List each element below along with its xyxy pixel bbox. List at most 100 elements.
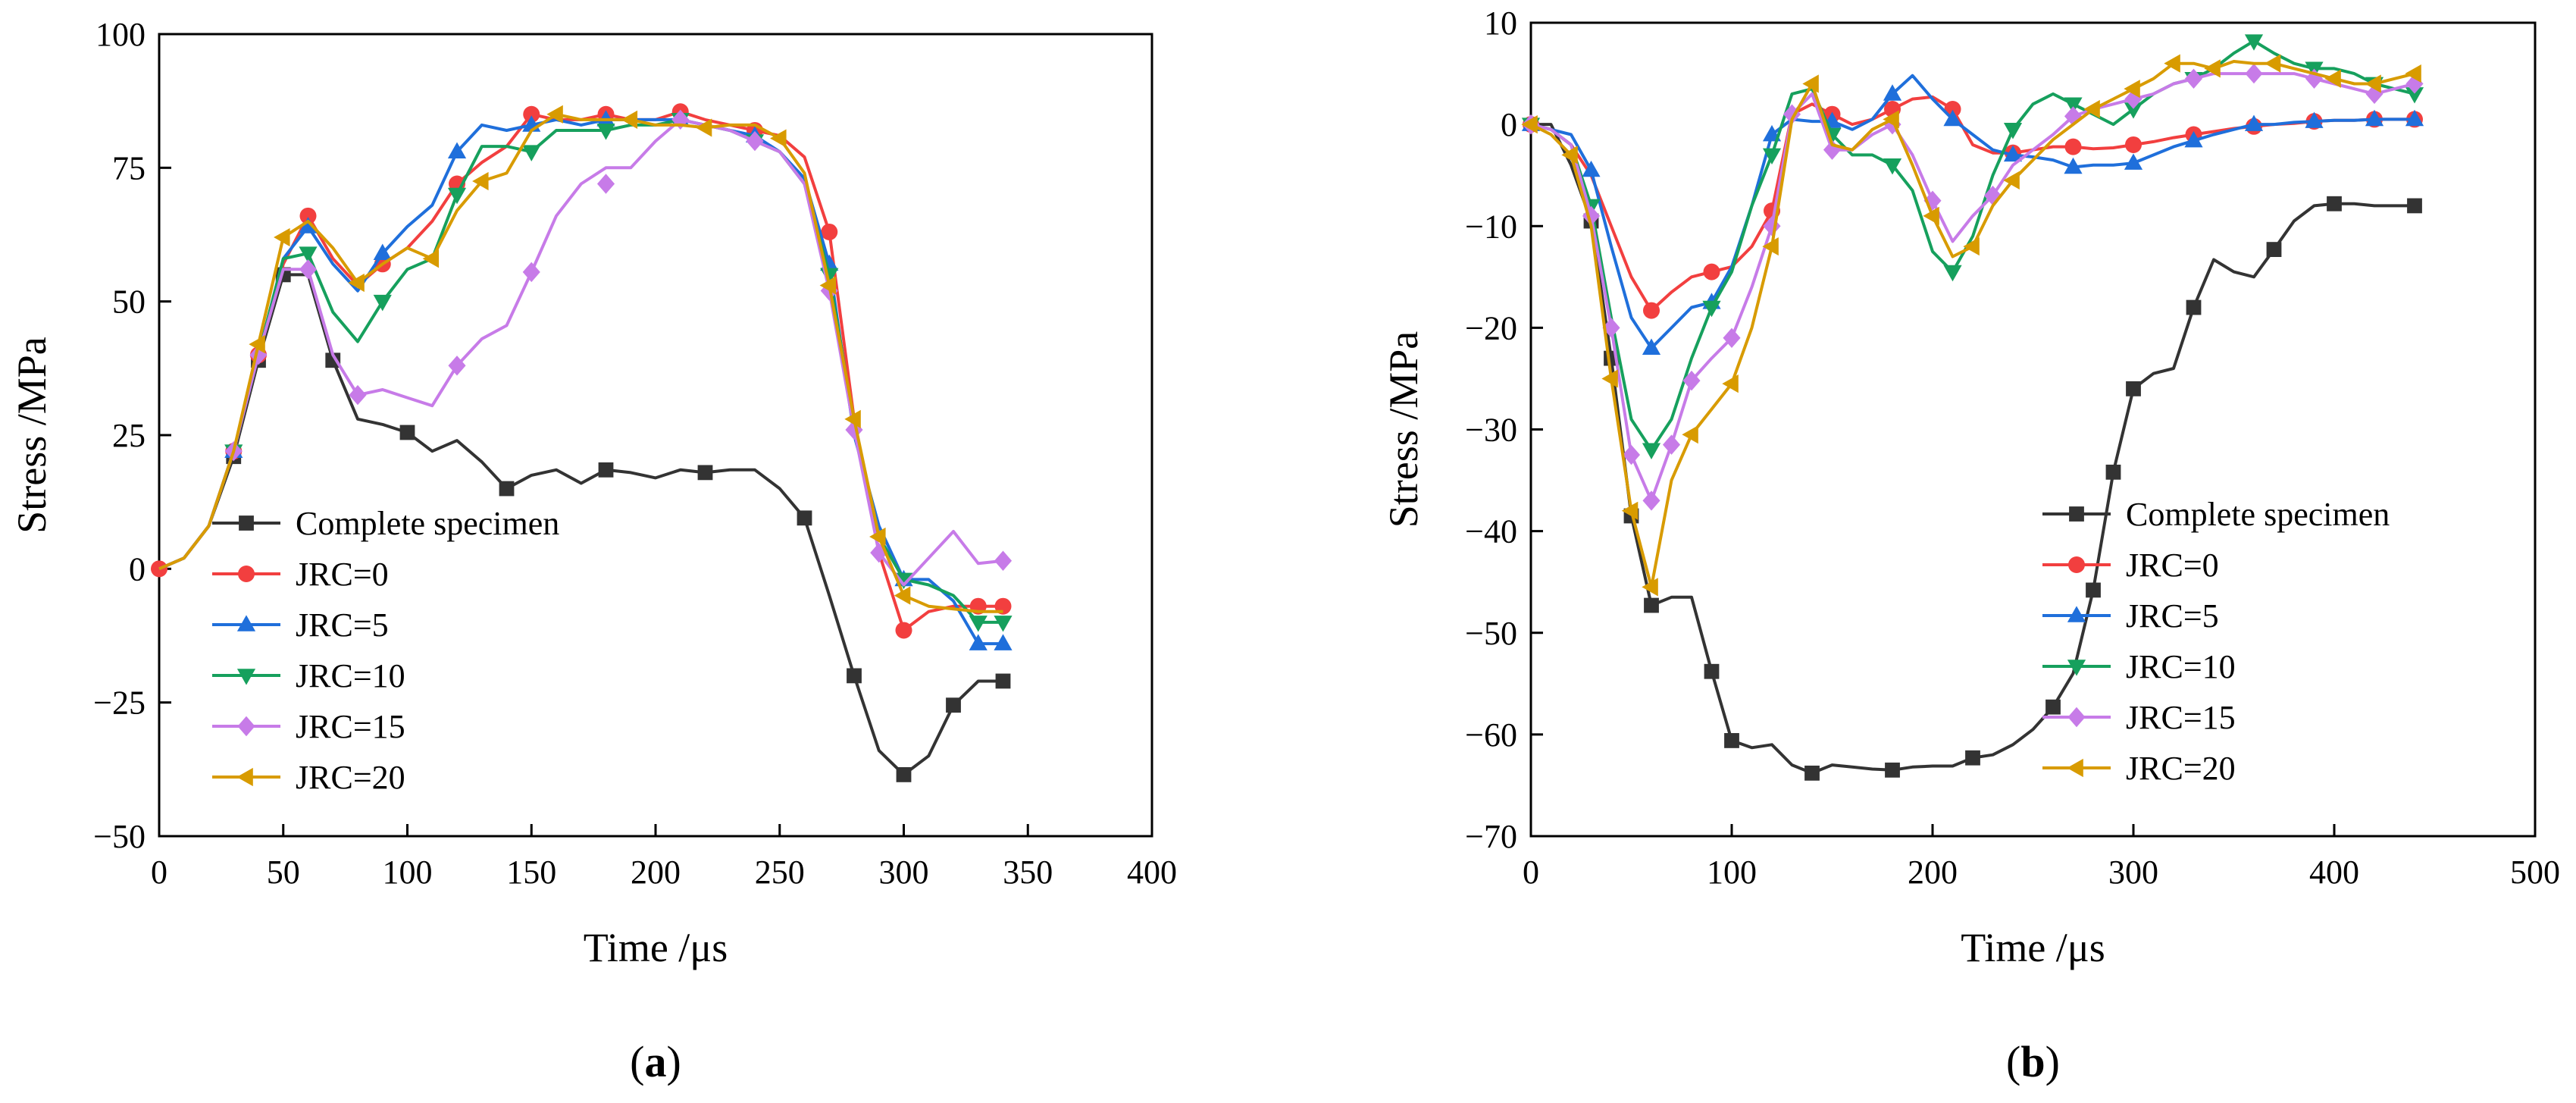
data-point — [969, 634, 988, 650]
data-point — [274, 227, 290, 247]
data-point — [1601, 369, 1618, 388]
data-point — [1582, 160, 1601, 177]
data-point — [1943, 265, 1962, 282]
data-point — [1883, 110, 1899, 129]
data-point — [2184, 130, 2203, 148]
data-point — [994, 550, 1013, 571]
data-point — [2244, 34, 2264, 51]
chart-panel-b: 0 100 200 300 400 500 −70 −60 −50 −40 −30 −20 −10 0 10… — [1381, 5, 2560, 1086]
data-point — [1802, 74, 1819, 93]
data-point — [969, 616, 988, 632]
data-point — [2305, 111, 2324, 128]
series-line — [1530, 95, 2415, 312]
legend-marker — [236, 669, 256, 685]
data-point — [1704, 663, 1720, 679]
x-tick-label: 50 — [267, 854, 300, 891]
series-line — [158, 118, 1003, 646]
legend-entry: JRC=0 — [2042, 547, 2219, 584]
series-line — [1531, 123, 2415, 775]
data-point — [2086, 582, 2101, 598]
data-point — [2045, 699, 2061, 715]
data-point — [1722, 374, 1739, 393]
data-point — [2405, 109, 2424, 127]
legend-entry: JRC=0 — [212, 556, 389, 593]
data-point — [2324, 69, 2341, 88]
data-point — [1521, 115, 1538, 134]
data-point — [1602, 318, 1620, 338]
data-point — [1762, 237, 1779, 256]
y-tick-label: 100 — [95, 16, 146, 53]
legend-entry: JRC=5 — [212, 606, 389, 644]
x-tick-label: 100 — [383, 854, 433, 891]
data-point — [1963, 237, 1980, 256]
legend-entry: JRC=20 — [2042, 750, 2236, 787]
data-point — [499, 481, 515, 497]
y-tick-label: −50 — [93, 818, 146, 855]
x-tick-label: 150 — [506, 854, 556, 891]
data-point — [2365, 109, 2384, 127]
data-point — [2186, 299, 2202, 315]
data-point — [2405, 64, 2421, 83]
data-point — [995, 673, 1011, 689]
chart-panel-a: 0 50 100 150 200 250 300 350 400 −50 −25 0 25 50 75 100… — [9, 16, 1177, 1086]
legend-marker — [2067, 707, 2086, 728]
legend-marker — [2069, 506, 2084, 522]
legend-marker — [2068, 556, 2085, 573]
plot-frame — [1529, 21, 2537, 838]
data-point — [596, 124, 615, 140]
data-point — [2064, 138, 2082, 155]
legend-label: JRC=0 — [2126, 547, 2219, 584]
data-point — [1724, 733, 1739, 748]
legend-entry: JRC=20 — [212, 759, 405, 796]
x-tick-label: 0 — [151, 854, 167, 891]
data-point — [2244, 114, 2264, 131]
data-point — [523, 105, 540, 123]
legend-label: JRC=10 — [296, 657, 405, 694]
data-point — [2105, 464, 2121, 480]
data-point — [946, 697, 961, 713]
data-point — [1561, 146, 1578, 165]
data-point — [819, 276, 837, 295]
legend-label: JRC=10 — [2126, 648, 2236, 685]
data-point — [869, 527, 886, 547]
panel-label: (a) — [630, 1037, 681, 1086]
data-point — [2126, 381, 2141, 396]
data-point — [1682, 425, 1698, 444]
y-tick-label: −25 — [93, 685, 146, 722]
series-jrc-0 — [1523, 95, 2423, 319]
y-tick-label: 50 — [112, 284, 146, 321]
legend-label: JRC=15 — [2126, 699, 2236, 736]
y-tick-label: 10 — [1484, 5, 1517, 42]
data-point — [1662, 434, 1681, 455]
data-point — [994, 616, 1013, 632]
legend-entry: Complete specimen — [212, 505, 559, 542]
data-point — [1965, 750, 1980, 766]
data-point — [348, 273, 365, 293]
data-point — [373, 294, 392, 312]
data-point — [546, 105, 563, 124]
y-tick-label: 75 — [112, 149, 146, 186]
series-jrc-15 — [1522, 63, 2424, 511]
legend-marker — [236, 767, 253, 787]
y-axis-title: Stress /MPa — [9, 337, 55, 534]
legend-marker — [2067, 606, 2086, 622]
data-point — [522, 145, 541, 161]
data-point — [2405, 87, 2424, 104]
data-point — [2003, 123, 2023, 139]
legend-label: JRC=20 — [296, 759, 405, 796]
legend-marker — [239, 515, 254, 531]
y-tick-label: −10 — [1465, 208, 1517, 245]
data-point — [2327, 196, 2342, 212]
data-point — [844, 409, 861, 428]
data-point — [399, 425, 415, 440]
y-tick-label: 25 — [112, 417, 146, 454]
y-tick-label: −20 — [1465, 309, 1517, 346]
data-point — [2003, 145, 2023, 162]
x-tick-label: 250 — [755, 854, 805, 891]
data-point — [1642, 338, 1661, 355]
x-tick-label: 500 — [2510, 854, 2560, 891]
x-axis-title: Time /μs — [584, 925, 728, 970]
y-tick-label: −40 — [1465, 513, 1517, 550]
data-point — [299, 217, 318, 233]
